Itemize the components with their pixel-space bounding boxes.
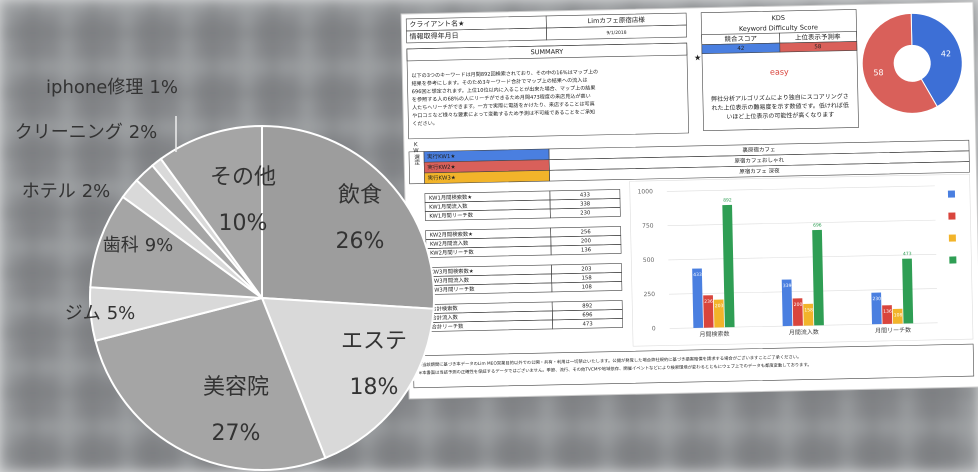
pie-label: iphone修理 1% xyxy=(46,77,178,98)
bar-value-label: 108 xyxy=(894,312,903,318)
report-text: SUMMARY xyxy=(531,48,564,57)
bar xyxy=(803,304,813,326)
bar xyxy=(812,230,824,326)
category-label: 飲食 xyxy=(338,183,382,208)
x-tick-label: 月間リーチ数 xyxy=(875,326,911,335)
bar-value-label: 696 xyxy=(813,222,822,228)
value-label: 5% xyxy=(107,303,136,324)
report-text: 892 xyxy=(582,303,592,309)
report-text: ★ xyxy=(694,53,701,62)
y-tick-label: 750 xyxy=(642,223,654,230)
report-text: 433 xyxy=(580,192,590,198)
value-label: 2% xyxy=(82,181,111,202)
pie-label: クリーニング 2% xyxy=(15,122,158,143)
report-text: 203 xyxy=(581,266,591,272)
bar-value-label: 473 xyxy=(903,251,912,257)
value-label: 18% xyxy=(350,375,399,400)
scene: クライアント名★ Limカフェ原宿店様情報取得年月日 9/1/2018 SUMMARY… xyxy=(0,0,978,472)
category-label: ホテル xyxy=(22,181,76,202)
category-label: iphone修理 xyxy=(46,77,143,98)
x-tick-label: 月間流入数 xyxy=(789,328,819,337)
report-text: 256 xyxy=(581,229,592,235)
category-label: エステ xyxy=(341,329,407,354)
report-text: easy xyxy=(770,67,789,76)
report-text: KDS xyxy=(771,14,785,22)
bar-value-label: 200 xyxy=(794,302,803,308)
report-text: 情報取得年月日 xyxy=(409,31,458,41)
page: クライアント名★ Limカフェ原宿店様情報取得年月日 9/1/2018 SUMMARY… xyxy=(0,0,978,472)
legend-swatch xyxy=(948,212,955,219)
y-tick-label: 500 xyxy=(643,257,655,264)
report-text: Keyword Difficulty Score xyxy=(739,23,818,33)
pie-label: 歯科 9% xyxy=(103,235,174,256)
report-text: 108 xyxy=(582,284,593,290)
legend-swatch xyxy=(948,190,955,197)
value-label: 2% xyxy=(129,122,158,143)
bar-value-label: 230 xyxy=(872,296,881,302)
report-text: ください。 xyxy=(412,120,438,128)
report-text: 230 xyxy=(580,210,591,216)
report-text: 58 xyxy=(814,44,822,50)
report-text: 上位表示予測率 xyxy=(795,32,841,42)
report-text: クライアント名★ xyxy=(409,19,464,29)
legend-swatch xyxy=(949,256,956,263)
value-label: 27% xyxy=(212,421,261,446)
legend-swatch xyxy=(949,234,956,241)
y-tick-label: 250 xyxy=(643,291,655,298)
bar-value-label: 236 xyxy=(704,299,713,305)
bar-value-label: 203 xyxy=(715,303,724,309)
report-text: 696 xyxy=(582,312,593,318)
pie-label: ホテル 2% xyxy=(22,181,111,202)
bar-value-label: 136 xyxy=(883,309,892,315)
value-label: 1% xyxy=(149,77,178,98)
report-text: 136 xyxy=(581,247,592,253)
y-tick-label: 0 xyxy=(652,325,656,332)
category-label: 歯科 xyxy=(103,235,139,256)
x-tick-label: 月間検索数 xyxy=(699,330,729,339)
kd-value-label: 58 xyxy=(873,68,883,77)
category-label: 美容院 xyxy=(203,375,269,400)
category-label: クリーニング xyxy=(15,122,123,143)
report-text: Limカフェ原宿店様 xyxy=(588,15,646,25)
kd-value-label: 42 xyxy=(941,49,951,58)
category-label: その他 xyxy=(210,165,276,190)
report-text: 競合スコア xyxy=(724,34,757,44)
y-tick-label: 1000 xyxy=(638,188,654,195)
bar-value-label: 158 xyxy=(804,307,813,313)
report-text: 42 xyxy=(737,46,744,52)
report-text: 200 xyxy=(581,238,592,244)
value-label: 26% xyxy=(336,229,385,254)
bar xyxy=(902,259,913,324)
bar-value-label: 339 xyxy=(783,283,792,289)
value-label: 10% xyxy=(219,211,268,236)
report-text: 9/1/2018 xyxy=(606,30,626,36)
value-label: 9% xyxy=(145,235,174,256)
report-text: 473 xyxy=(582,321,592,327)
bar-value-label: 892 xyxy=(723,197,732,203)
category-label: ジム xyxy=(65,303,101,324)
bar-value-label: 433 xyxy=(693,272,702,278)
report-text: 338 xyxy=(580,201,591,207)
pie-label: ジム 5% xyxy=(65,303,136,324)
report-text: 158 xyxy=(582,275,593,281)
